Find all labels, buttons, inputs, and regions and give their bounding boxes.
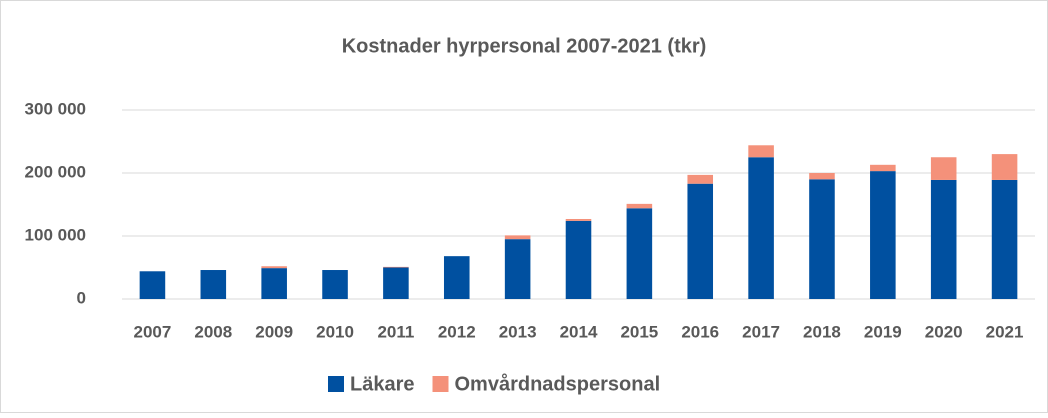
x-tick-label: 2012: [438, 322, 476, 341]
bar-segment: [200, 270, 227, 299]
bar-segment: [687, 183, 714, 299]
bar-segment: [261, 268, 287, 299]
legend-swatch: [432, 376, 449, 392]
bar-segment: [443, 256, 470, 299]
bar-segment: [991, 154, 1018, 180]
bar-segment: [930, 179, 957, 299]
bar-segment: [870, 171, 896, 299]
bar-segment: [383, 266, 409, 268]
x-tick-label: 2008: [194, 322, 232, 341]
x-tick-label: 2020: [925, 322, 963, 341]
x-tick-label: 2011: [377, 322, 414, 341]
x-tick-label: 2021: [986, 322, 1024, 341]
bar-segment: [322, 270, 348, 299]
bar-segment: [565, 220, 592, 299]
x-tick-label: 2017: [742, 322, 780, 341]
bar-segment: [809, 179, 835, 299]
y-tick-label: 0: [77, 288, 86, 307]
x-tick-label: 2013: [499, 322, 537, 341]
bar-segment: [930, 157, 957, 180]
y-tick-label: 200 000: [25, 162, 86, 181]
legend-swatch: [328, 376, 344, 392]
bar-segment: [626, 208, 653, 299]
bar-segment: [687, 174, 714, 184]
x-tick-label: 2009: [255, 322, 293, 341]
x-tick-label: 2018: [803, 322, 841, 341]
y-tick-label: 300 000: [25, 99, 86, 118]
chart-title: Kostnader hyrpersonal 2007-2021 (tkr): [342, 35, 707, 57]
x-tick-label: 2014: [560, 322, 598, 341]
bar-segment: [504, 235, 531, 240]
bar-segment: [139, 271, 166, 299]
x-tick-label: 2015: [620, 322, 658, 341]
x-tick-label: 2010: [316, 322, 354, 341]
bar-segment: [565, 218, 592, 221]
y-tick-label: 100 000: [25, 225, 86, 244]
bar-segment: [748, 145, 774, 158]
bar-segment: [991, 179, 1018, 299]
x-tick-label: 2007: [134, 322, 172, 341]
bar-segment: [626, 203, 653, 209]
legend-label: Läkare: [350, 373, 415, 395]
bar-segment: [870, 164, 896, 172]
x-tick-label: 2016: [681, 322, 719, 341]
bar-segment: [261, 266, 287, 269]
x-tick-label: 2019: [864, 322, 902, 341]
bar-segment: [809, 173, 835, 180]
bar-segment: [383, 267, 409, 299]
bar-segment: [748, 157, 774, 299]
bar-segment: [504, 239, 531, 299]
legend-label: Omvårdnadspersonal: [455, 372, 661, 395]
